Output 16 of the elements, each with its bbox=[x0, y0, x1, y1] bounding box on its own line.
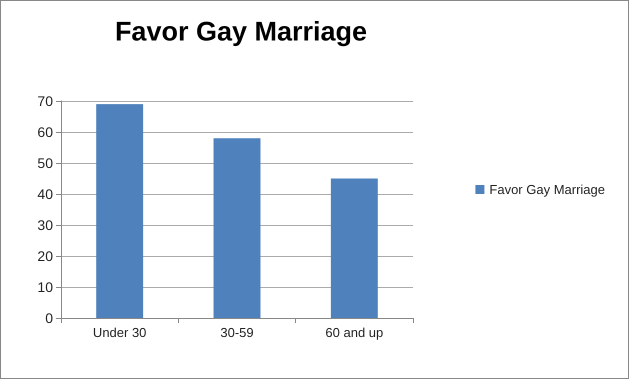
y-tick-label: 40 bbox=[37, 186, 54, 202]
y-tick-label: 30 bbox=[37, 217, 54, 233]
y-tick-label: 70 bbox=[37, 93, 54, 109]
legend-label: Favor Gay Marriage bbox=[489, 182, 606, 197]
x-tick-label: Under 30 bbox=[92, 325, 146, 340]
y-tick-label: 0 bbox=[45, 310, 54, 326]
y-tick-label: 60 bbox=[37, 124, 54, 140]
x-tick-label: 60 and up bbox=[325, 325, 384, 340]
bar bbox=[214, 138, 260, 318]
y-tick-label: 10 bbox=[37, 279, 54, 295]
bar bbox=[96, 104, 144, 318]
y-tick-label: 50 bbox=[37, 155, 54, 171]
y-tick-label: 20 bbox=[37, 248, 54, 264]
bar bbox=[330, 178, 378, 318]
chart-title: Favor Gay Marriage bbox=[114, 16, 368, 46]
x-tick-label: 30-59 bbox=[220, 325, 254, 340]
